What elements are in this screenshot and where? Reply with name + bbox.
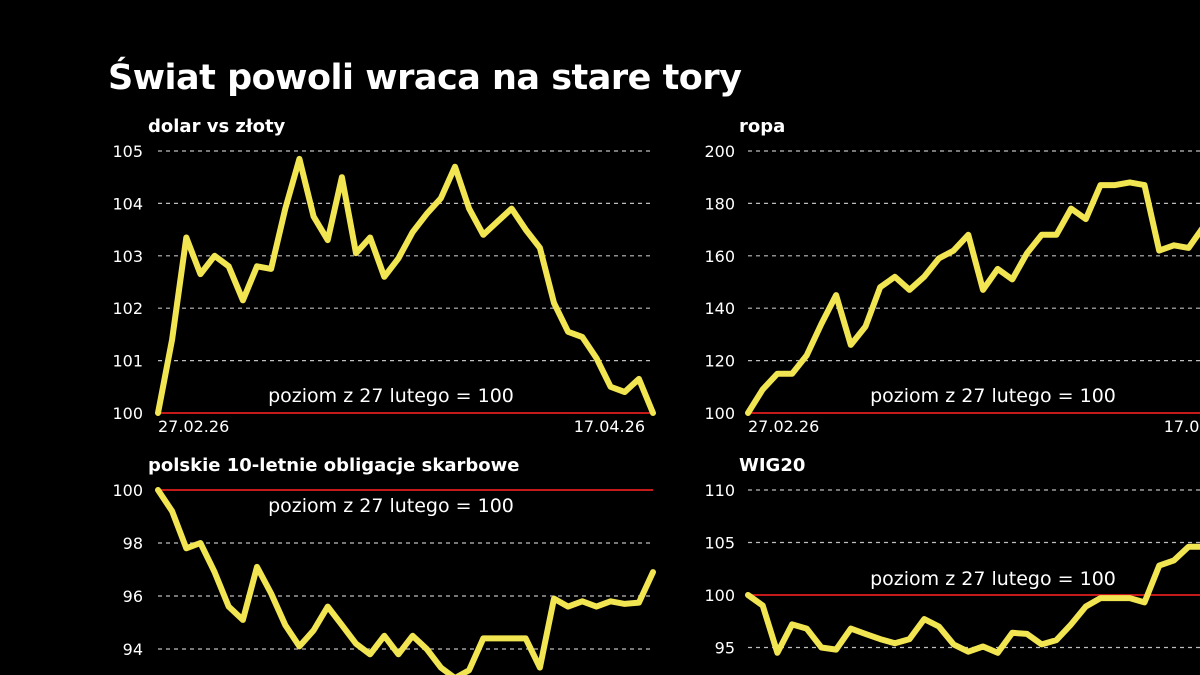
x-start-label: 27.02.26: [748, 417, 819, 436]
baseline-label: poziom z 27 lutego = 100: [870, 568, 1116, 590]
y-tick-label: 110: [704, 481, 735, 500]
y-tick-label: 160: [704, 247, 735, 266]
y-tick-label: 105: [112, 142, 143, 161]
baseline-label: poziom z 27 lutego = 100: [870, 385, 1116, 407]
chart-title: WIG20: [739, 455, 805, 476]
series-line: [745, 179, 1200, 416]
y-tick-label: 94: [123, 640, 143, 659]
chart-panel-3: polskie 10-letnie obligacje skarbowe 94 96…: [112, 455, 656, 675]
x-end-label: 17.04.26: [574, 417, 645, 436]
series-line: [155, 155, 656, 416]
y-tick-label: 103: [112, 247, 143, 266]
y-tick-label: 100: [704, 586, 735, 605]
series-line: [745, 543, 1200, 656]
x-end-label: 17.04.26: [1164, 417, 1200, 436]
x-start-label: 27.02.26: [158, 417, 229, 436]
y-tick-label: 120: [704, 352, 735, 371]
y-tick-label: 180: [704, 194, 735, 213]
y-tick-label: 102: [112, 299, 143, 318]
y-tick-label: 104: [112, 194, 143, 213]
y-tick-label: 100: [112, 481, 143, 500]
chart-panel-4: WIG20 95 100 105 110 poziom z 27 lutego = 100: [704, 455, 1200, 658]
y-tick-label: 200: [704, 142, 735, 161]
y-tick-label: 100: [112, 404, 143, 423]
baseline-label: poziom z 27 lutego = 100: [268, 385, 514, 407]
page-title: Świat powoli wraca na stare tory: [108, 58, 742, 98]
series-line: [155, 487, 656, 675]
chart-title: ropa: [739, 116, 785, 137]
y-tick-label: 96: [123, 587, 143, 606]
chart-panel-2: ropa 100 120 140 160 180 200 poziom z 27 lutego…: [704, 116, 1200, 436]
chart-title: polskie 10-letnie obligacje skarbowe: [148, 455, 519, 476]
y-tick-label: 100: [704, 404, 735, 423]
y-tick-label: 98: [123, 534, 143, 553]
chart-title: dolar vs złoty: [148, 116, 286, 137]
chart-panel-1: dolar vs złoty 100 101 102 103 104 105 poziom z…: [112, 116, 656, 436]
y-tick-label: 95: [715, 639, 735, 658]
y-tick-label: 140: [704, 299, 735, 318]
y-tick-label: 105: [704, 534, 735, 553]
y-tick-label: 101: [112, 352, 143, 371]
baseline-label: poziom z 27 lutego = 100: [268, 495, 514, 517]
